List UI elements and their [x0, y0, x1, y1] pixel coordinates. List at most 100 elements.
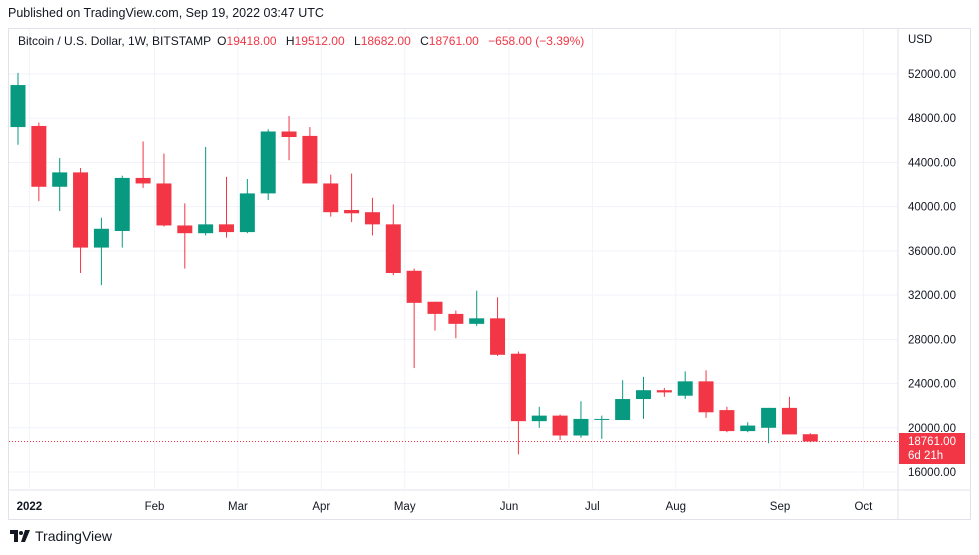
candle-body [52, 172, 68, 187]
candle-up [10, 72, 26, 145]
candle-down [448, 310, 464, 339]
candle-body [344, 209, 360, 214]
candle-down [302, 127, 318, 184]
candle-up [531, 406, 547, 428]
time-tick-label: Apr [312, 501, 330, 513]
candle-down [31, 122, 47, 202]
legend-open-label: O [217, 34, 227, 48]
candle-body [448, 313, 464, 324]
last-price-tag: 18761.00 6d 21h [899, 433, 965, 464]
candle-up [740, 422, 756, 433]
legend-low-value: 18682.00 [360, 34, 411, 48]
price-tick-label: 28000.00 [908, 334, 956, 346]
candle-down [802, 433, 818, 443]
time-tick-label: May [394, 501, 416, 513]
time-tick-label: Aug [666, 501, 686, 513]
candle-up [594, 415, 610, 439]
candle-body [719, 410, 735, 432]
candle-down [385, 204, 401, 276]
candle-body [469, 318, 485, 324]
candle-down [73, 167, 89, 273]
candle-body [781, 407, 797, 435]
candle-up [761, 407, 777, 444]
candle-down [719, 406, 735, 433]
price-tick-label: 44000.00 [908, 157, 956, 169]
published-caption: Published on TradingView.com, Sep 19, 20… [8, 6, 324, 20]
bar-countdown: 6d 21h [908, 450, 944, 462]
candle-body [636, 390, 651, 400]
candle-body [323, 183, 339, 213]
candle-up [469, 290, 485, 327]
candle-down [135, 141, 151, 188]
candle-down [552, 414, 568, 440]
candle-down [656, 387, 672, 397]
candle-body [406, 270, 422, 303]
price-tick-label: 20000.00 [908, 423, 956, 435]
legend-change: −658.00 (−3.39%) [488, 34, 585, 48]
price-tick-label: 16000.00 [908, 467, 956, 479]
price-axis: 16000.00 20000.00 24000.00 28000.00 32000.00… [908, 69, 956, 479]
chart-legend: Bitcoin / U.S. Dollar, 1W, BITSTAMP O1941… [18, 34, 584, 48]
currency-label: USD [908, 34, 933, 46]
candle-down [406, 268, 422, 369]
time-tick-label: Jun [500, 501, 519, 513]
price-tick-label: 52000.00 [908, 69, 956, 81]
legend-close-label: C [420, 34, 429, 48]
time-tick-label: 2022 [17, 501, 43, 513]
candle-body [802, 434, 818, 442]
candle-down [177, 203, 193, 269]
candle-up [636, 376, 651, 419]
grid-lines [9, 29, 970, 520]
candles [10, 72, 818, 455]
candle-down [364, 197, 380, 236]
candle-body [10, 85, 26, 128]
candle-down [698, 370, 714, 418]
candle-body [93, 228, 109, 248]
candle-body [198, 224, 214, 234]
candle-down [781, 396, 797, 435]
candle-body [761, 407, 777, 428]
price-tick-label: 36000.00 [908, 246, 956, 258]
candle-body [740, 425, 756, 432]
candle-up [52, 158, 68, 212]
candle-body [260, 131, 276, 194]
legend-high-label: H [285, 34, 295, 48]
candle-body [677, 381, 693, 396]
time-tick-label: Jul [585, 501, 600, 513]
time-tick-label: Feb [145, 501, 165, 513]
candle-body [385, 224, 401, 273]
candle-up [573, 401, 589, 438]
brand-name: TradingView [35, 528, 113, 544]
candle-body [156, 183, 172, 226]
price-tick-label: 32000.00 [908, 290, 956, 302]
candle-body [594, 418, 610, 420]
candle-down [219, 176, 234, 238]
tradingview-brand[interactable]: TradingView [10, 528, 112, 544]
candle-body [177, 225, 193, 234]
candle-body [73, 172, 89, 248]
legend-low-label: L [354, 34, 361, 48]
candle-down [323, 174, 339, 217]
candle-up [260, 129, 276, 201]
last-price-value: 18761.00 [908, 436, 956, 448]
candle-body [31, 125, 47, 187]
candle-up [93, 217, 109, 286]
candle-body [615, 399, 631, 421]
candle-down [490, 297, 506, 356]
candle-up [677, 371, 693, 400]
candle-body [698, 381, 714, 413]
candle-body [135, 177, 151, 184]
candle-down [344, 173, 360, 223]
candle-body [510, 353, 526, 422]
candle-down [156, 153, 172, 227]
candle-up [239, 179, 255, 234]
tradingview-logo-icon [10, 530, 30, 542]
legend-close-value: 18761.00 [428, 34, 479, 48]
legend-open-value: 19418.00 [226, 34, 277, 48]
candle-body [364, 212, 380, 225]
candle-body [531, 415, 547, 422]
candle-up [615, 380, 631, 421]
price-tick-label: 24000.00 [908, 379, 956, 391]
candle-body [239, 193, 255, 233]
